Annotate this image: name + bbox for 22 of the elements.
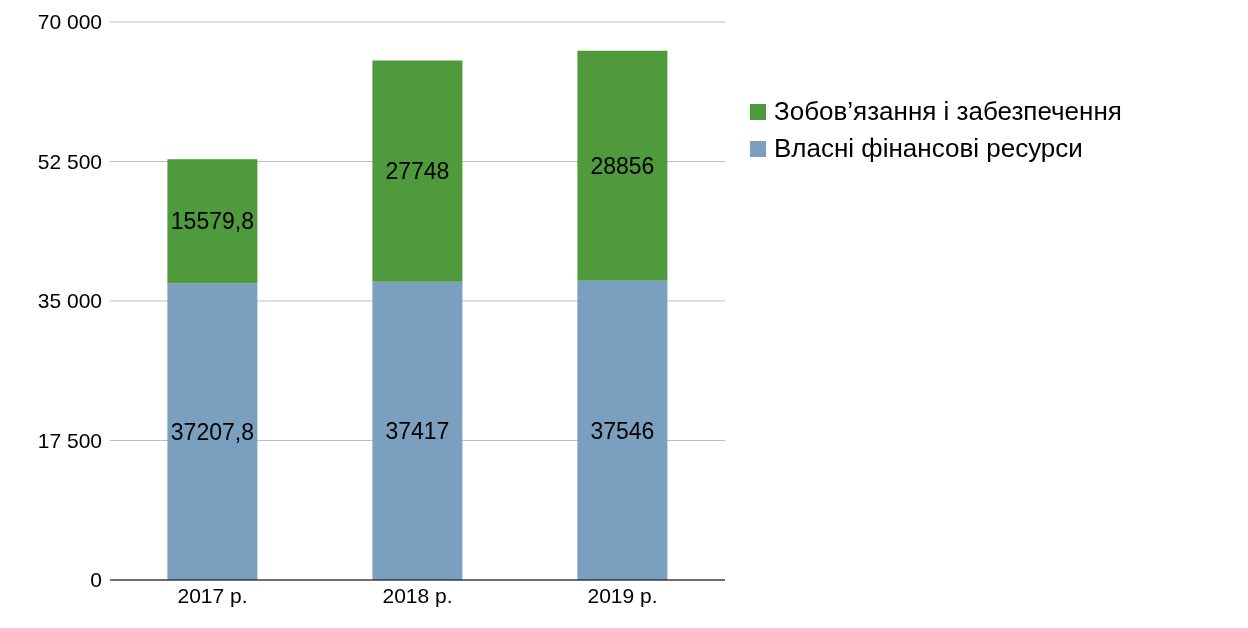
data-label: 37207,8 [170,418,254,445]
bar [372,281,463,580]
bar [577,280,668,580]
y-tick-label: 17 500 [37,428,102,452]
y-tick-label: 0 [90,568,102,592]
y-tick-label: 35 000 [37,289,102,313]
y-tick-label: 52 500 [37,149,102,173]
legend-label: Власні фінансові ресурси [774,133,1083,164]
data-label: 37546 [590,417,655,444]
x-tick-label: 2018 р. [382,583,453,607]
bar [167,283,258,580]
legend-label: Зобов’язання і забезпечення [774,96,1122,127]
x-tick-label: 2017 р. [177,583,248,607]
x-tick-label: 2019 р. [587,583,658,607]
bar [167,159,258,284]
data-label: 37417 [385,418,450,445]
bar [372,60,463,282]
data-label: 15579,8 [170,208,254,235]
data-label: 28856 [590,152,655,179]
data-label: 27748 [385,158,450,185]
y-tick-label: 70 000 [37,10,102,34]
bar [577,50,668,281]
